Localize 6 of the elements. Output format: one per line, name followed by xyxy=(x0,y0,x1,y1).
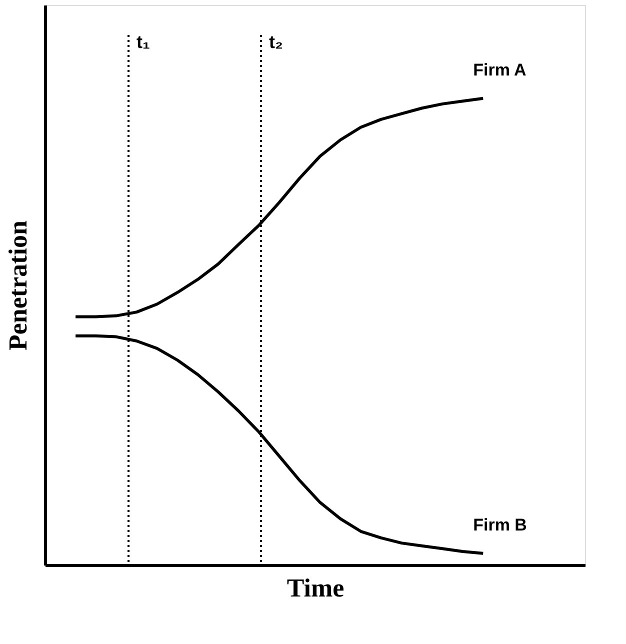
series-label: Firm B xyxy=(473,515,527,534)
series-label: Firm A xyxy=(473,60,526,80)
y-axis-title: Penetration xyxy=(4,220,32,350)
text: t₁ xyxy=(136,32,150,52)
x-axis-title: Time xyxy=(286,574,344,602)
text: t₂ xyxy=(269,32,283,52)
